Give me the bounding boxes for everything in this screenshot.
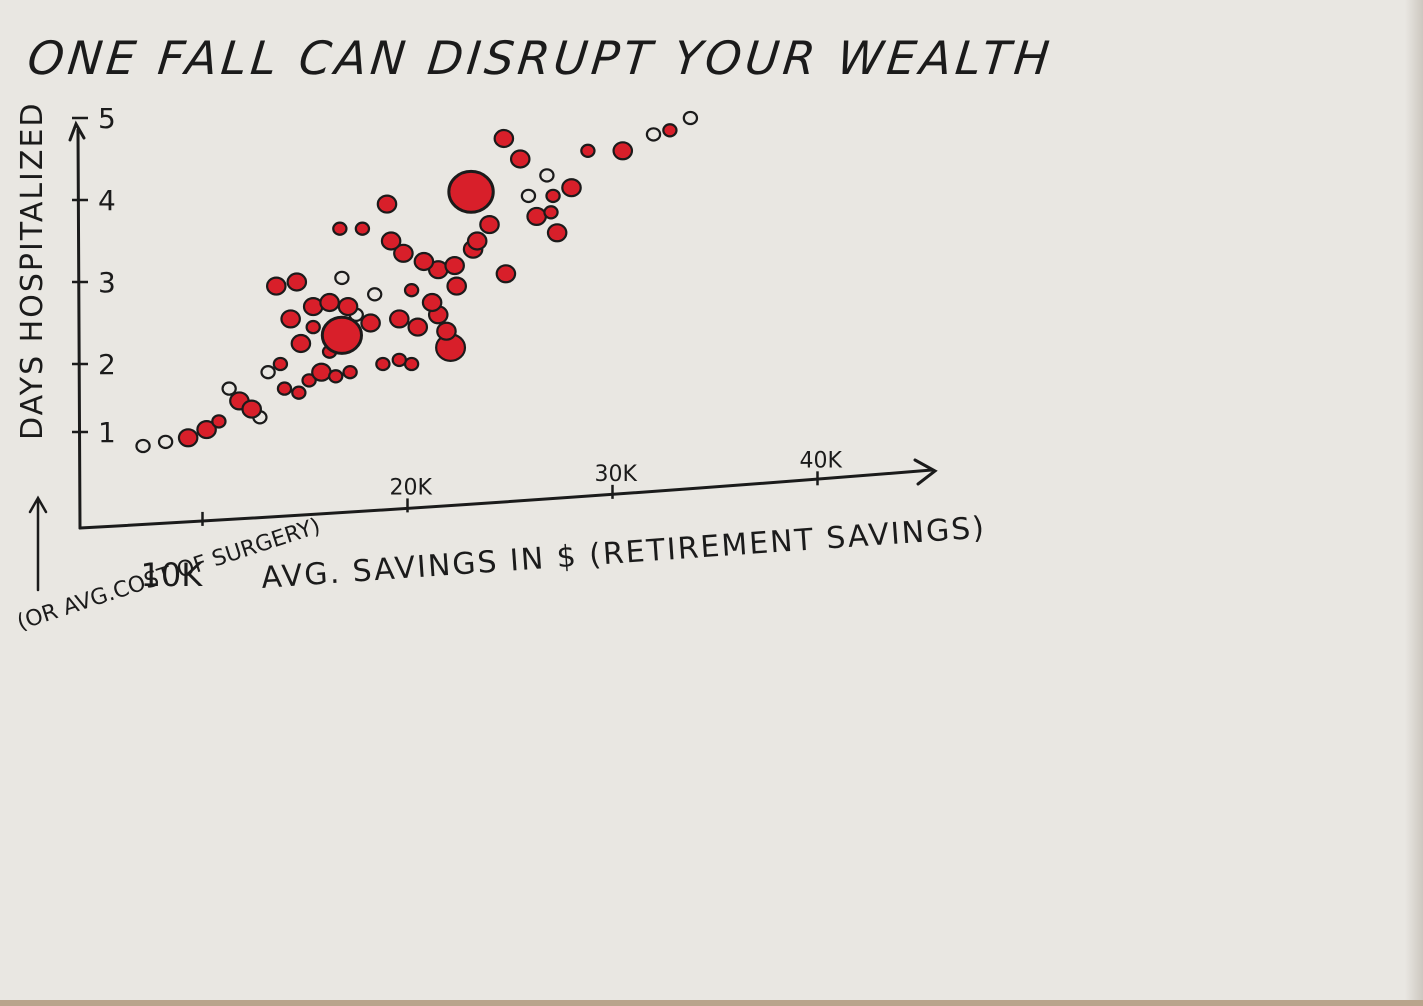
scatter-point	[407, 317, 429, 337]
scatter-point	[466, 231, 488, 251]
scatter-point	[526, 206, 547, 226]
x-axis-arrowhead	[913, 458, 938, 486]
scatter-point	[509, 149, 531, 169]
scatter-point	[444, 256, 465, 276]
y-tick-label: 5	[98, 102, 116, 135]
chart-title: ONE FALL CAN DISRUPT YOUR WEALTH	[25, 31, 1056, 85]
scatter-point	[403, 283, 420, 298]
scatter-point	[265, 276, 287, 296]
y-axis-label: DAYS HOSPITALIZED	[15, 101, 50, 440]
scatter-point	[276, 381, 293, 396]
scatter-point	[280, 309, 301, 329]
scatter-point	[320, 315, 363, 355]
scatter-point	[319, 292, 340, 313]
scatter-point	[413, 251, 435, 272]
scatter-point	[241, 399, 262, 419]
scatter-point	[311, 362, 332, 382]
scatter-point	[334, 270, 350, 286]
scatter-point	[290, 333, 312, 354]
paper-edge-shadow	[1405, 0, 1423, 1006]
y-axis-alt-arrow	[28, 495, 48, 592]
scatter-point	[546, 223, 568, 243]
scatter-point	[272, 356, 289, 372]
scatter-point	[221, 381, 237, 396]
table-edge	[0, 1000, 1423, 1006]
scatter-point	[342, 365, 358, 380]
scatter-point	[388, 309, 410, 329]
x-tick-label: 40K	[800, 448, 843, 473]
x-axis-label: AVG. SAVINGS IN $ (RETIREMENT SAVINGS)	[260, 510, 987, 596]
scatter-point	[135, 438, 151, 454]
scatter-point	[211, 414, 227, 429]
y-tick-label: 1	[98, 416, 116, 449]
scatter-point	[421, 292, 443, 313]
scatter-point	[612, 141, 634, 161]
scatter-point	[360, 313, 381, 333]
scatter-point	[328, 369, 344, 384]
y-axis-arrowhead	[68, 120, 86, 142]
scatter-point	[354, 221, 371, 236]
scatter-point	[391, 352, 407, 368]
scatter-points-group	[135, 110, 699, 454]
scatter-point	[376, 194, 398, 214]
scatter-point	[493, 128, 515, 149]
y-tick-label: 3	[98, 266, 116, 299]
scatter-point	[543, 205, 559, 220]
scatter-point	[260, 365, 276, 380]
axis-ticks-group: 10K 20K 30K 40K 1 2 3 4 5	[72, 102, 842, 594]
y-tick-label: 4	[98, 184, 116, 217]
scatter-point	[447, 169, 495, 214]
scatter-point	[682, 110, 699, 126]
scatter-point	[545, 188, 561, 204]
scatter-point	[495, 264, 517, 284]
scatter-point	[561, 178, 582, 198]
scatter-point	[332, 221, 348, 236]
scatter-point	[520, 188, 537, 204]
x-axis-line	[78, 468, 934, 530]
scatter-point	[539, 168, 555, 183]
y-axis-line	[76, 128, 82, 530]
x-tick-label: 30K	[595, 462, 638, 487]
scatter-point	[436, 321, 457, 341]
scatter-point	[375, 356, 391, 372]
scatter-point	[196, 420, 217, 440]
scatter-point	[367, 287, 383, 302]
scatter-point	[446, 276, 467, 296]
x-tick-label: 20K	[390, 475, 433, 500]
scatter-point	[662, 123, 678, 138]
x-tick-label: 10K	[141, 556, 204, 594]
scatter-point	[580, 143, 596, 158]
scatter-point	[380, 231, 402, 251]
y-tick-label: 2	[98, 348, 116, 381]
scatter-point	[157, 434, 174, 450]
scatter-point	[337, 297, 359, 317]
scatter-point	[177, 428, 199, 448]
scatter-point	[305, 319, 321, 335]
scatter-point	[479, 215, 500, 235]
scatter-point	[393, 243, 414, 263]
scatter-point	[301, 373, 317, 388]
scatter-point	[286, 272, 308, 292]
scatter-point	[291, 385, 307, 400]
scatter-point	[645, 127, 662, 142]
